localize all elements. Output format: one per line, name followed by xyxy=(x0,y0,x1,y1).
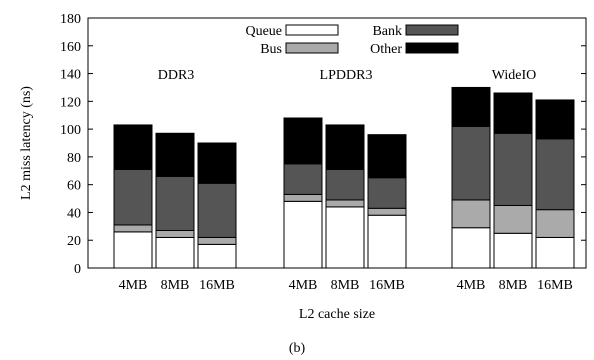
bar-segment-bus xyxy=(155,230,195,238)
bar-segment-bank xyxy=(535,138,575,211)
bar-segment-queue xyxy=(197,243,237,269)
bar-segment-bank xyxy=(451,125,491,201)
x-tick-label: 8MB xyxy=(499,278,528,293)
y-tick-label: 120 xyxy=(60,95,81,110)
x-tick-label: 4MB xyxy=(289,278,318,293)
bar-segment-bank xyxy=(283,163,323,195)
bar-segment-bus xyxy=(451,199,491,229)
x-tick-label: 8MB xyxy=(331,278,360,293)
x-tick-label: 16MB xyxy=(199,278,235,293)
bar-segment-bus xyxy=(493,205,533,234)
bar-segment-other xyxy=(197,142,237,184)
bar-segment-bus xyxy=(283,193,323,202)
bar-segment-other xyxy=(451,86,491,127)
bar-segment-queue xyxy=(367,214,407,269)
x-tick-label: 4MB xyxy=(457,278,486,293)
legend-label-bus: Bus xyxy=(260,42,282,57)
bar-segment-bank xyxy=(113,168,153,226)
bar-segment-bank xyxy=(155,175,195,231)
legend-label-queue: Queue xyxy=(245,24,282,39)
bar-segment-queue xyxy=(535,236,575,269)
legend-label-bank: Bank xyxy=(372,24,402,39)
group-label: WideIO xyxy=(492,68,537,83)
group-label: LPDDR3 xyxy=(320,68,373,83)
y-tick-label: 100 xyxy=(60,123,81,138)
bar-segment-queue xyxy=(283,200,323,269)
figure-caption: (b) xyxy=(289,341,306,356)
bar-segment-bus xyxy=(367,207,407,216)
bar-segment-bus xyxy=(325,199,365,208)
plot-frame xyxy=(87,17,587,269)
bar-segment-bank xyxy=(367,177,407,209)
bar-segment-bank xyxy=(325,168,365,201)
y-tick-label: 80 xyxy=(67,151,81,166)
legend-swatch-queue xyxy=(285,24,339,36)
x-tick-label: 16MB xyxy=(369,278,405,293)
bar-segment-other xyxy=(535,99,575,140)
y-tick-label: 60 xyxy=(67,179,81,194)
legend-swatch-bank xyxy=(405,24,459,36)
bar-segment-other xyxy=(155,132,195,177)
bar-segment-queue xyxy=(325,206,365,269)
y-axis-label: L2 miss latency (ns) xyxy=(19,86,34,200)
x-tick-label: 4MB xyxy=(119,278,148,293)
bar-segment-bus xyxy=(113,224,153,233)
legend-label-other: Other xyxy=(370,42,402,57)
bar-segment-other xyxy=(367,134,407,179)
bar-segment-queue xyxy=(113,231,153,269)
bar-segment-other xyxy=(283,117,323,165)
bar-segment-bus xyxy=(535,209,575,238)
x-tick-label: 16MB xyxy=(537,278,573,293)
bar-segment-other xyxy=(325,124,365,170)
x-tick-label: 8MB xyxy=(161,278,190,293)
bar-segment-other xyxy=(493,92,533,134)
bar-segment-bank xyxy=(197,182,237,238)
bar-segment-bank xyxy=(493,132,533,206)
bar-segment-bus xyxy=(197,236,237,245)
x-axis-label: L2 cache size xyxy=(299,307,375,322)
bar-segment-queue xyxy=(451,227,491,269)
legend-swatch-bus xyxy=(285,42,339,54)
y-tick-label: 20 xyxy=(67,234,81,249)
y-tick-label: 140 xyxy=(60,68,81,83)
y-tick-label: 180 xyxy=(60,12,81,27)
legend-swatch-other xyxy=(405,42,459,54)
group-label: DDR3 xyxy=(158,68,195,83)
y-tick-label: 40 xyxy=(67,206,81,221)
bar-segment-other xyxy=(113,124,153,170)
bar-segment-queue xyxy=(155,236,195,269)
y-tick-label: 0 xyxy=(74,262,81,277)
bar-segment-queue xyxy=(493,232,533,269)
y-tick-label: 160 xyxy=(60,40,81,55)
